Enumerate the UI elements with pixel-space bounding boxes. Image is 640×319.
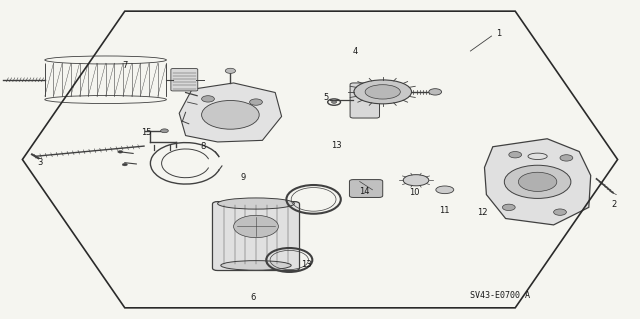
Circle shape [502,204,515,211]
Circle shape [202,100,259,129]
Text: 1: 1 [497,29,502,38]
Polygon shape [179,83,282,142]
Text: 7: 7 [122,61,127,70]
FancyBboxPatch shape [212,202,300,271]
Text: 12: 12 [477,208,487,217]
Circle shape [509,152,522,158]
Text: 8: 8 [201,142,206,151]
FancyBboxPatch shape [350,83,380,118]
Text: 13: 13 [331,141,341,150]
Ellipse shape [221,261,291,270]
Text: 14: 14 [360,187,370,196]
Text: 5: 5 [324,93,329,102]
Circle shape [504,165,571,198]
FancyBboxPatch shape [349,180,383,197]
Text: SV43-E0700 A: SV43-E0700 A [470,291,531,300]
Circle shape [518,172,557,191]
Text: 2: 2 [612,200,617,209]
Text: 11: 11 [440,206,450,215]
Circle shape [225,68,236,73]
Ellipse shape [234,215,278,238]
Text: 13: 13 [301,260,312,269]
Circle shape [161,129,168,133]
Ellipse shape [354,80,412,104]
Text: 10: 10 [409,189,419,197]
Ellipse shape [436,186,454,194]
FancyBboxPatch shape [171,69,198,91]
Text: 4: 4 [353,47,358,56]
Ellipse shape [218,198,294,209]
Polygon shape [484,139,591,225]
Circle shape [429,89,442,95]
Ellipse shape [365,85,401,99]
Text: 15: 15 [141,128,151,137]
Text: 3: 3 [37,158,42,167]
Circle shape [332,101,337,103]
Text: 6: 6 [250,293,255,302]
Ellipse shape [403,175,429,186]
Circle shape [560,155,573,161]
Text: 9: 9 [241,173,246,182]
Circle shape [118,151,123,153]
Circle shape [554,209,566,215]
Circle shape [122,163,127,166]
Circle shape [250,99,262,105]
Circle shape [202,96,214,102]
